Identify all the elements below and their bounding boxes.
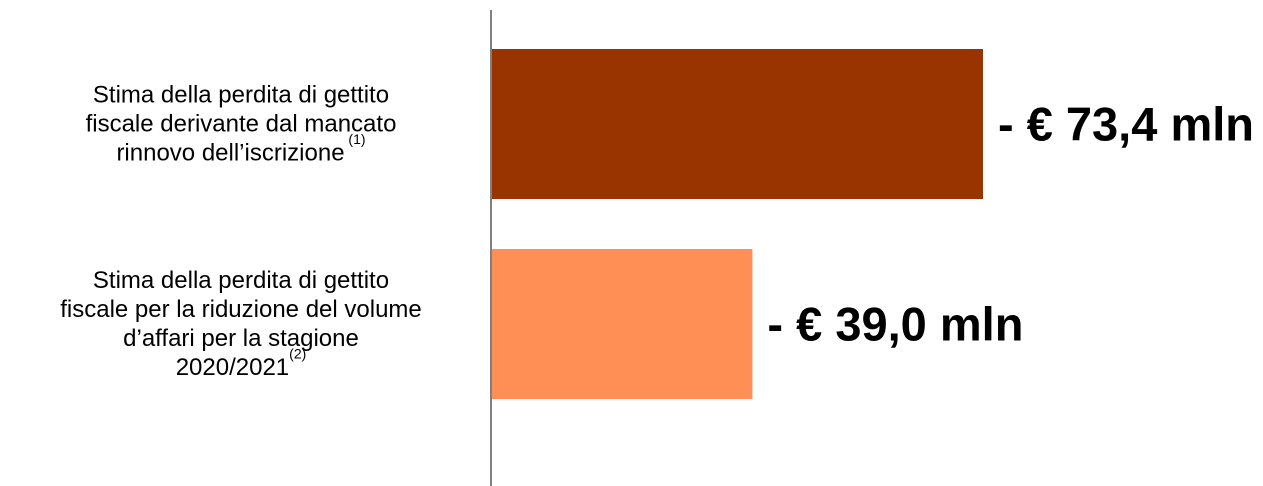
- bar-2: [491, 249, 753, 399]
- value-label-2: - € 39,0 mln: [767, 298, 1023, 351]
- value-label-1: - € 73,4 mln: [998, 98, 1254, 151]
- footnote-marker: (2): [289, 346, 306, 362]
- category-label-line: fiscale derivante dal mancato: [86, 111, 397, 138]
- category-label-line: Stima della perdita di gettito: [93, 82, 389, 109]
- category-label-2: Stima della perdita di gettito fiscale pe…: [60, 267, 422, 381]
- category-labels: Stima della perdita di gettito fiscale de…: [60, 82, 422, 382]
- category-label-line: d’affari per la stagione: [123, 325, 359, 352]
- category-label-line: Stima della perdita di gettito: [93, 267, 389, 294]
- category-label-line: 2020/2021: [176, 354, 289, 381]
- category-label-1: Stima della perdita di gettito fiscale de…: [86, 82, 397, 167]
- bar-1: [491, 49, 983, 199]
- category-label-line: fiscale per la riduzione del volume: [60, 296, 422, 323]
- category-label-line: rinnovo dell’iscrizione: [116, 140, 344, 167]
- footnote-marker: (1): [345, 131, 366, 147]
- value-labels: - € 73,4 mln - € 39,0 mln: [767, 98, 1254, 351]
- bars: [491, 49, 983, 399]
